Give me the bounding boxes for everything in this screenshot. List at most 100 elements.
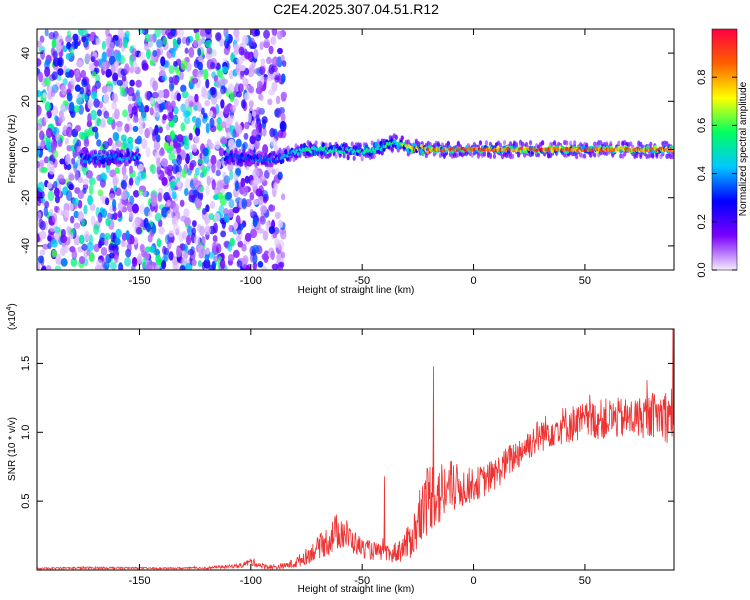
noise-blob: [109, 252, 115, 259]
noise-blob: [59, 158, 65, 165]
noise-blob: [82, 38, 89, 48]
noise-blob: [44, 29, 49, 37]
noise-blob: [172, 203, 180, 214]
noise-blob: [141, 62, 149, 71]
snr-scale-suffix: ): [7, 303, 18, 306]
noise-blob: [263, 38, 271, 48]
halo-blob: [360, 156, 364, 162]
noise-blob: [161, 74, 168, 82]
ridge-core: [331, 149, 334, 154]
noise-blob: [56, 74, 62, 81]
noise-blob: [129, 195, 135, 205]
halo-blob: [482, 151, 487, 157]
noise-blob: [122, 174, 129, 182]
spectrogram-y-label: Frequency (Hz): [7, 115, 18, 184]
ridge-core: [257, 159, 261, 163]
noise-blob: [253, 48, 259, 59]
halo-blob: [649, 141, 653, 147]
noise-blob: [259, 41, 264, 51]
noise-blob: [251, 110, 257, 117]
noise-blob: [213, 212, 221, 222]
ridge-core: [393, 139, 397, 144]
noise-blob: [210, 61, 216, 70]
colorbar-label: Normalized spectral amplitude: [738, 81, 749, 216]
spectrogram-ridge: [79, 137, 674, 167]
noise-blob: [227, 138, 235, 150]
noise-blob: [252, 261, 258, 270]
noise-blob: [266, 75, 272, 82]
noise-blob: [180, 122, 186, 132]
noise-blob: [104, 233, 111, 240]
noise-blob: [112, 34, 119, 41]
noise-blob: [87, 194, 94, 206]
ridge-blob: [97, 160, 101, 167]
noise-blob: [115, 187, 122, 197]
noise-blob: [204, 225, 211, 236]
noise-blob: [220, 121, 227, 129]
noise-blob: [66, 225, 71, 234]
noise-blob: [47, 190, 55, 202]
halo-blob: [424, 153, 428, 159]
noise-blob: [55, 41, 62, 53]
noise-blob: [129, 55, 134, 66]
ridge-core: [373, 150, 376, 154]
noise-blob: [208, 251, 216, 259]
x-tick-label: -100: [240, 275, 262, 287]
noise-blob: [229, 115, 235, 122]
noise-blob: [265, 220, 270, 231]
noise-blob: [241, 99, 246, 109]
noise-blob: [145, 222, 151, 233]
noise-blob: [107, 116, 114, 125]
noise-blob: [103, 93, 110, 104]
noise-blob: [70, 215, 75, 224]
noise-blob: [274, 238, 280, 248]
noise-blob: [183, 115, 191, 125]
noise-blob: [120, 191, 128, 201]
noise-blob: [74, 124, 81, 132]
halo-blob: [350, 141, 354, 147]
noise-blob: [108, 243, 115, 251]
noise-blob: [191, 220, 197, 228]
noise-blob: [160, 56, 166, 67]
noise-blob: [47, 235, 52, 242]
noise-blob: [79, 86, 85, 95]
halo-blob: [583, 153, 587, 159]
noise-blob: [197, 158, 204, 165]
noise-blob: [235, 124, 243, 135]
halo-blob: [400, 135, 404, 141]
x-tick-label: -50: [354, 575, 370, 587]
halo-blob: [510, 153, 515, 159]
noise-blob: [243, 92, 250, 101]
noise-blob: [183, 208, 190, 218]
noise-blob: [225, 121, 230, 129]
noise-blob: [209, 142, 214, 150]
noise-blob: [73, 222, 81, 229]
halo-blob: [585, 142, 589, 148]
noise-blob: [90, 109, 98, 121]
noise-blob: [135, 226, 142, 235]
noise-blob: [276, 30, 283, 40]
noise-blob: [46, 181, 53, 190]
noise-blob: [172, 164, 179, 175]
noise-blob: [179, 71, 184, 81]
noise-blob: [109, 193, 115, 201]
halo-blob: [623, 151, 627, 157]
noise-blob: [270, 138, 278, 148]
noise-blob: [37, 181, 45, 193]
noise-blob: [205, 122, 210, 134]
noise-blob: [40, 166, 48, 173]
noise-blob: [37, 255, 44, 264]
ridge-core: [307, 146, 311, 151]
halo-blob: [530, 151, 535, 157]
x-tick-label: -50: [354, 275, 370, 287]
noise-blob: [100, 246, 108, 256]
noise-blob: [157, 192, 163, 203]
noise-blob: [121, 74, 127, 82]
noise-blob: [213, 222, 218, 234]
noise-blob: [253, 178, 261, 185]
noise-blob: [210, 87, 218, 99]
noise-blob: [84, 53, 91, 64]
noise-blob: [161, 176, 168, 186]
noise-blob: [124, 123, 130, 133]
